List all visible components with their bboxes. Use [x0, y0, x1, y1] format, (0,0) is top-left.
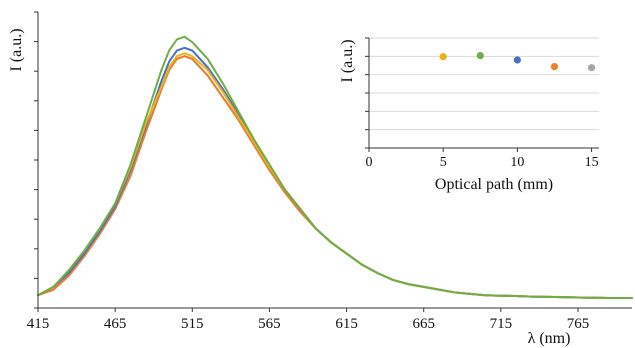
inset-gridlines	[369, 37, 599, 131]
inset-data-point	[476, 52, 484, 60]
inset-x-ticks: 0 5 10 15	[366, 148, 599, 170]
inset-data-point	[513, 56, 521, 64]
main-x-tick-label: 715	[490, 316, 513, 332]
inset-x-axis-title: Optical path (mm)	[435, 176, 553, 193]
inset-y-ticks	[365, 37, 369, 149]
main-x-tick-label: 665	[412, 316, 435, 332]
main-plot: 415 465 515 565 615 665 715 765 I (a.u.) λ (nm)	[8, 11, 633, 347]
inset-points-group	[439, 52, 596, 72]
inset-x-tick-label: 5	[440, 155, 447, 170]
inset-data-point	[439, 53, 447, 61]
main-x-ticks: 415 465 515 565 615 665 715 765	[27, 308, 590, 332]
spectrum-series-line	[37, 35, 633, 299]
main-x-tick-label: 565	[258, 316, 281, 332]
inset-data-point	[550, 63, 559, 71]
inset-x-tick-label: 15	[585, 155, 599, 170]
main-y-ticks	[34, 11, 38, 309]
inset-x-tick-label: 0	[366, 155, 373, 170]
inset-plot: 0 5 10 15 I (a.u.) Optical path (mm)	[339, 37, 599, 193]
inset-data-point	[587, 64, 596, 72]
main-x-axis-title: λ (nm)	[528, 330, 571, 347]
main-series-group	[37, 35, 633, 299]
main-y-axis-title: I (a.u.)	[8, 28, 25, 71]
inset-y-axis-title: I (a.u.)	[339, 39, 356, 82]
main-x-tick-label: 515	[181, 316, 204, 332]
inset-x-tick-label: 10	[510, 155, 524, 170]
main-x-tick-label: 615	[335, 316, 358, 332]
main-x-tick-label: 465	[104, 316, 127, 332]
main-x-tick-label: 415	[27, 316, 50, 332]
main-x-tick-label: 765	[567, 316, 590, 332]
